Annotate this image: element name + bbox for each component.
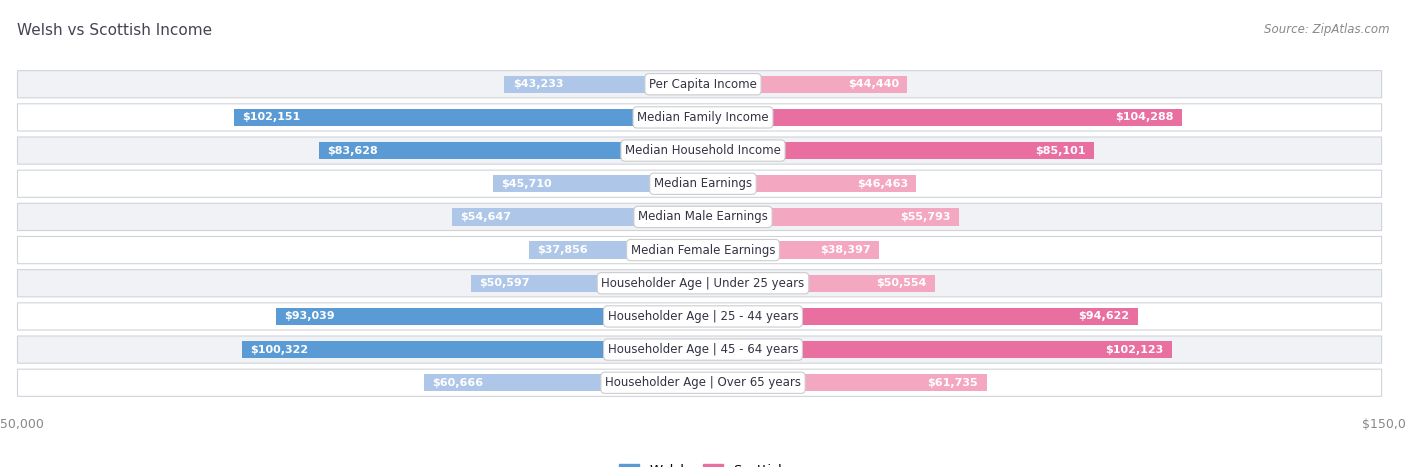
Text: $44,440: $44,440: [848, 79, 898, 89]
Text: $102,123: $102,123: [1105, 345, 1164, 354]
Text: $50,554: $50,554: [876, 278, 927, 288]
Bar: [703, 109, 1182, 126]
FancyBboxPatch shape: [17, 303, 1382, 330]
FancyBboxPatch shape: [17, 137, 1382, 164]
Text: Householder Age | Over 65 years: Householder Age | Over 65 years: [605, 376, 801, 389]
Text: Householder Age | Under 25 years: Householder Age | Under 25 years: [602, 277, 804, 290]
Text: $83,628: $83,628: [328, 146, 378, 156]
Bar: [471, 275, 703, 292]
Text: Median Male Earnings: Median Male Earnings: [638, 211, 768, 223]
Text: $37,856: $37,856: [537, 245, 588, 255]
Text: $102,151: $102,151: [242, 113, 301, 122]
Legend: Welsh, Scottish: Welsh, Scottish: [614, 459, 792, 467]
Text: Per Capita Income: Per Capita Income: [650, 78, 756, 91]
Text: Median Female Earnings: Median Female Earnings: [631, 244, 775, 256]
Text: Source: ZipAtlas.com: Source: ZipAtlas.com: [1264, 23, 1389, 36]
Text: Median Family Income: Median Family Income: [637, 111, 769, 124]
Bar: [703, 175, 917, 192]
Bar: [319, 142, 703, 159]
Bar: [425, 374, 703, 391]
Text: $50,597: $50,597: [479, 278, 530, 288]
Text: $104,288: $104,288: [1115, 113, 1174, 122]
Bar: [703, 341, 1173, 358]
Bar: [703, 275, 935, 292]
Bar: [276, 308, 703, 325]
FancyBboxPatch shape: [17, 170, 1382, 198]
Bar: [703, 374, 987, 391]
Text: Householder Age | 45 - 64 years: Householder Age | 45 - 64 years: [607, 343, 799, 356]
Text: Median Household Income: Median Household Income: [626, 144, 780, 157]
FancyBboxPatch shape: [17, 336, 1382, 363]
Text: $46,463: $46,463: [858, 179, 908, 189]
Bar: [703, 308, 1137, 325]
Text: $54,647: $54,647: [460, 212, 512, 222]
Bar: [505, 76, 703, 93]
Text: $38,397: $38,397: [821, 245, 872, 255]
Text: $100,322: $100,322: [250, 345, 309, 354]
Text: $94,622: $94,622: [1078, 311, 1129, 321]
Bar: [703, 241, 879, 259]
Text: $61,735: $61,735: [928, 378, 979, 388]
Text: Median Earnings: Median Earnings: [654, 177, 752, 190]
FancyBboxPatch shape: [17, 71, 1382, 98]
Bar: [529, 241, 703, 259]
FancyBboxPatch shape: [17, 203, 1382, 231]
Text: Householder Age | 25 - 44 years: Householder Age | 25 - 44 years: [607, 310, 799, 323]
Bar: [703, 142, 1094, 159]
Text: $55,793: $55,793: [900, 212, 950, 222]
Bar: [703, 208, 959, 226]
FancyBboxPatch shape: [17, 369, 1382, 396]
Bar: [242, 341, 703, 358]
Text: $93,039: $93,039: [284, 311, 335, 321]
Bar: [494, 175, 703, 192]
Text: $60,666: $60,666: [433, 378, 484, 388]
FancyBboxPatch shape: [17, 236, 1382, 264]
Bar: [703, 76, 907, 93]
Text: Welsh vs Scottish Income: Welsh vs Scottish Income: [17, 23, 212, 38]
Text: $85,101: $85,101: [1035, 146, 1085, 156]
Bar: [451, 208, 703, 226]
Text: $45,710: $45,710: [502, 179, 553, 189]
Text: $43,233: $43,233: [513, 79, 564, 89]
FancyBboxPatch shape: [17, 269, 1382, 297]
Bar: [233, 109, 703, 126]
FancyBboxPatch shape: [17, 104, 1382, 131]
